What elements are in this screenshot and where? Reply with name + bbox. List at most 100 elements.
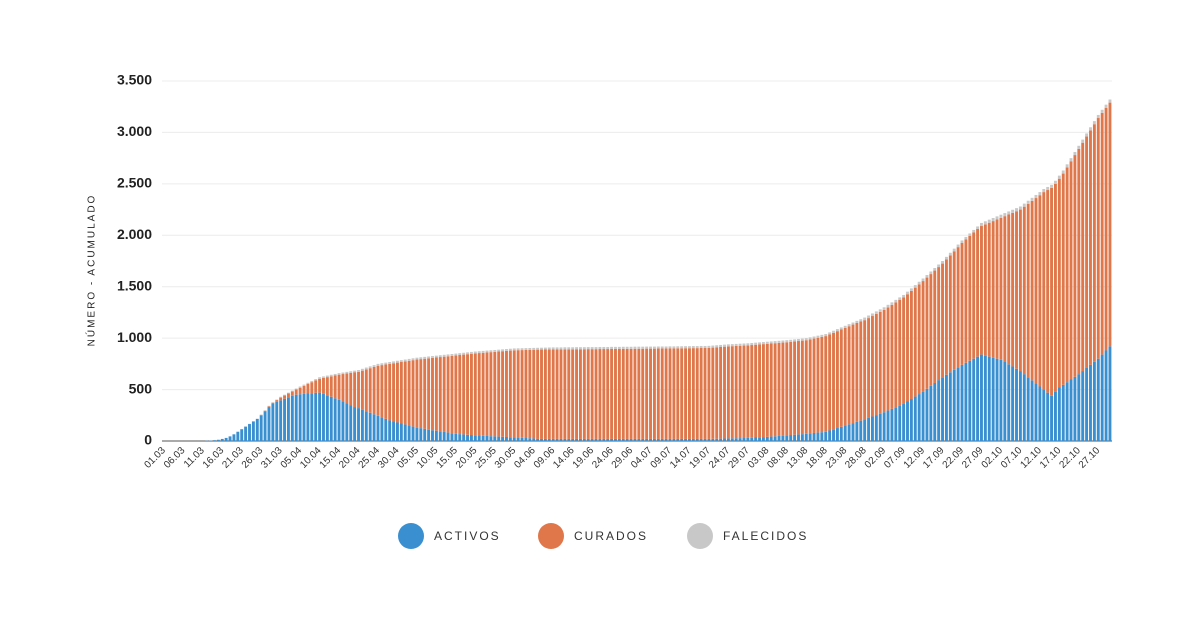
bar-segment bbox=[388, 362, 392, 364]
bar-segment bbox=[279, 396, 283, 398]
bar-segment bbox=[761, 342, 765, 345]
bar-segment bbox=[808, 339, 812, 434]
bar-segment bbox=[516, 350, 520, 438]
bar-segment bbox=[781, 435, 785, 441]
bar-segment bbox=[793, 339, 797, 342]
bar-segment bbox=[707, 347, 711, 439]
bar-segment bbox=[649, 348, 652, 439]
bar-segment bbox=[399, 423, 403, 441]
bar-segment bbox=[913, 285, 917, 288]
bar-segment bbox=[633, 346, 637, 349]
bar-segment bbox=[995, 358, 999, 441]
bar-segment bbox=[540, 349, 543, 439]
bar-segment bbox=[804, 433, 808, 441]
bar-segment bbox=[1092, 361, 1096, 441]
bar-segment bbox=[512, 350, 516, 438]
bar-segment bbox=[357, 371, 360, 409]
bar-segment bbox=[442, 431, 446, 441]
bar-segment bbox=[719, 346, 723, 439]
bar-segment bbox=[800, 340, 804, 435]
bar-segment bbox=[555, 347, 559, 350]
bar-segment bbox=[738, 438, 742, 441]
y-tick-label: 1.500 bbox=[117, 277, 152, 293]
bar-segment bbox=[660, 346, 664, 349]
bar-segment bbox=[368, 368, 372, 413]
bar-segment bbox=[906, 291, 909, 295]
bar-segment bbox=[349, 372, 353, 406]
bar-segment bbox=[512, 437, 516, 441]
bar-segment bbox=[691, 346, 695, 349]
bar-segment bbox=[559, 347, 563, 350]
bar-segment bbox=[508, 350, 512, 438]
bar-segment bbox=[419, 428, 423, 441]
bar-segment bbox=[890, 304, 894, 409]
bar-segment bbox=[812, 336, 816, 339]
bar-segment bbox=[656, 438, 660, 441]
bar-segment bbox=[1007, 364, 1011, 441]
bar-segment bbox=[318, 377, 322, 379]
bar-segment bbox=[742, 438, 746, 441]
bar-segment bbox=[680, 438, 684, 441]
bar-segment bbox=[489, 350, 493, 353]
bar-segment bbox=[458, 434, 462, 441]
bar-segment bbox=[785, 340, 789, 343]
bar-segment bbox=[1100, 354, 1104, 441]
bar-segment bbox=[236, 431, 240, 441]
bar-segment bbox=[466, 354, 469, 435]
bar-segment bbox=[964, 239, 968, 363]
bar-segment bbox=[220, 438, 224, 441]
bar-segment bbox=[489, 436, 493, 441]
x-tick-label: 30.05 bbox=[493, 445, 519, 471]
bar-segment bbox=[723, 344, 726, 347]
bar-segment bbox=[723, 438, 726, 441]
bar-segment bbox=[816, 335, 820, 338]
bar-segment bbox=[645, 438, 649, 441]
bar-segment bbox=[1100, 109, 1104, 113]
bar-segment bbox=[314, 379, 318, 381]
bar-segment bbox=[505, 350, 508, 437]
bar-segment bbox=[1011, 366, 1015, 441]
bar-segment bbox=[617, 346, 621, 349]
bar-segment bbox=[543, 349, 547, 439]
bar-segment bbox=[1050, 184, 1053, 188]
bar-segment bbox=[1104, 350, 1108, 441]
bar-segment bbox=[353, 370, 357, 373]
bar-segment bbox=[995, 216, 999, 220]
bar-segment bbox=[1077, 374, 1081, 441]
x-tick-label: 24.07 bbox=[707, 445, 733, 471]
bar-segment bbox=[972, 229, 976, 233]
bar-segment bbox=[380, 365, 384, 418]
bar-segment bbox=[991, 221, 995, 358]
bar-segment bbox=[785, 342, 789, 436]
bar-segment bbox=[637, 348, 641, 439]
bar-segment bbox=[730, 438, 734, 441]
bar-segment bbox=[501, 436, 505, 441]
bar-segment bbox=[941, 261, 944, 264]
bar-segment bbox=[1069, 158, 1073, 162]
bar-segment bbox=[244, 426, 248, 441]
bar-segment bbox=[403, 424, 407, 441]
bar-segment bbox=[1100, 112, 1104, 355]
x-tick-label: 26.03 bbox=[240, 445, 266, 471]
bar-segment bbox=[294, 388, 298, 390]
bar-segment bbox=[800, 338, 804, 341]
bar-segment bbox=[248, 424, 251, 441]
bar-segment bbox=[446, 354, 450, 357]
bar-segment bbox=[586, 349, 590, 439]
bar-segment bbox=[1015, 368, 1018, 441]
bar-segment bbox=[302, 384, 306, 386]
bar-segment bbox=[384, 362, 388, 365]
bar-segment bbox=[754, 437, 758, 441]
bar-segment bbox=[364, 367, 368, 370]
bar-segment bbox=[1038, 195, 1042, 387]
bar-segment bbox=[1077, 148, 1081, 375]
x-tick-label: 31.03 bbox=[259, 445, 285, 471]
bar-segment bbox=[617, 348, 621, 439]
bar-segment bbox=[380, 363, 384, 366]
bar-segment bbox=[1081, 142, 1085, 372]
bar-segment bbox=[275, 400, 279, 402]
bar-segment bbox=[423, 356, 427, 359]
bar-segment bbox=[917, 281, 921, 285]
bar-segment bbox=[1053, 391, 1057, 441]
